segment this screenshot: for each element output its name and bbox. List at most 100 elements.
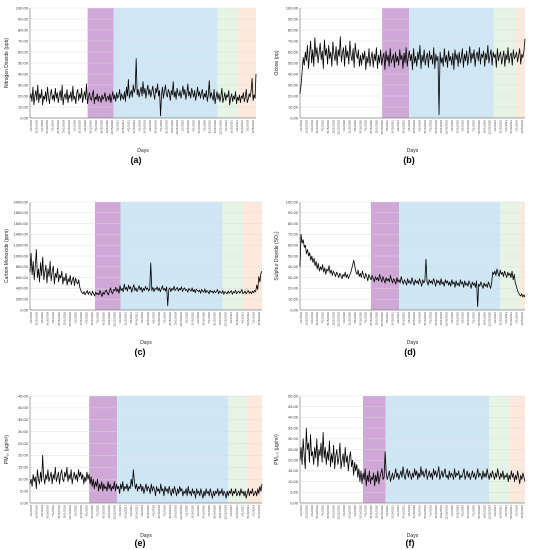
x-tick-label: 1/1/2020: [72, 120, 76, 132]
y-tick-label: 80.00: [288, 27, 299, 32]
x-tick-label: 2/15/2020: [190, 505, 194, 519]
x-tick-label: 2/15/2021: [391, 312, 395, 326]
x-tick-label: 1/1/2019: [140, 312, 144, 324]
x-tick-label: 4/1/2020: [461, 120, 465, 132]
x-tick-label: 1/1/2019: [407, 505, 411, 517]
x-tick-label: 4/1/2019: [40, 505, 44, 517]
x-tick-label: 7/1/2019: [428, 120, 432, 132]
x-tick-label: 4/1/2020: [196, 505, 200, 517]
x-tick-label: 11/15/2020: [110, 120, 114, 135]
x-tick-label: 1/1/2019: [251, 312, 255, 324]
x-tick-label: 5/16/2019: [315, 312, 319, 326]
x-tick-label: 8/15/2019: [326, 120, 330, 134]
y-tick-label: 60.00: [288, 49, 299, 54]
x-tick-label: 2/15/2020: [455, 505, 459, 519]
x-tick-label: 11/15/2019: [337, 120, 341, 135]
x-tick-label: 1/1/2019: [407, 312, 411, 324]
x-tick-label: 5/16/2019: [315, 505, 319, 519]
x-tick-label: 2/15/2019: [304, 120, 308, 134]
x-tick-label: 7/1/2019: [162, 312, 166, 324]
x-tick-label: 5/16/2020: [201, 505, 205, 519]
x-tick-label: 1/1/2021: [385, 120, 389, 132]
x-tick-label: 8/15/2020: [477, 505, 481, 519]
x-tick-label: 7/1/2019: [51, 312, 55, 324]
x-tick-label: 1/1/2020: [181, 120, 185, 132]
y-tick-label: 10.00: [288, 297, 299, 302]
x-tick-label: 1/1/2019: [29, 312, 33, 324]
x-tick-label: 5/16/2019: [46, 312, 50, 326]
x-tick-label: 2/15/2019: [520, 312, 524, 326]
x-tick-label: 5/16/2021: [509, 120, 513, 134]
x-tick-label: 2/15/2021: [498, 120, 502, 134]
y-tick-label: 0.00: [20, 307, 29, 312]
y-tick-label: 30.00: [18, 82, 29, 87]
y-tick-label: 40.00: [288, 415, 299, 420]
x-axis-label: Days: [140, 533, 152, 539]
x-tick-label: 5/16/2020: [466, 120, 470, 134]
x-tick-label: 7/1/2020: [364, 505, 368, 517]
x-tick-label: 11/15/2020: [112, 505, 116, 520]
y-tick-label: 20.00: [288, 93, 299, 98]
x-tick-label: 4/1/2019: [310, 505, 314, 517]
y-tick-label: 1200.00: [14, 243, 29, 248]
x-tick-label: 2/15/2019: [412, 312, 416, 326]
x-tick-label: 10/1/2020: [218, 505, 222, 519]
y-tick-label: 15.00: [288, 468, 299, 473]
y-tick-label: 20.00: [18, 93, 29, 98]
x-tick-label: 7/1/2020: [471, 312, 475, 324]
x-tick-label: 4/1/2019: [418, 312, 422, 324]
x-tick-label: 11/15/2019: [445, 312, 449, 327]
y-tick-label: 100.00: [286, 199, 299, 204]
x-tick-label: 1/1/2020: [450, 312, 454, 324]
x-tick-label: 2/15/2019: [520, 505, 524, 519]
y-tick-label: 70.00: [18, 38, 29, 43]
y-tick-label: 35.00: [18, 417, 29, 422]
x-tick-label: 8/15/2020: [99, 120, 103, 134]
y-axis-label: PM₁₀ (µg/m³): [4, 435, 10, 464]
x-tick-label: 5/16/2021: [132, 120, 136, 134]
x-tick-label: 5/16/2019: [45, 120, 49, 134]
x-tick-label: 8/15/2019: [168, 312, 172, 326]
period-band-4: [246, 396, 262, 503]
x-tick-label: 10/1/2019: [61, 120, 65, 134]
x-tick-label: 1/1/2020: [185, 505, 189, 517]
y-tick-label: 15.00: [18, 465, 29, 470]
x-tick-label: 8/15/2019: [57, 312, 61, 326]
y-tick-label: 70.00: [288, 232, 299, 237]
y-tick-label: 25.00: [18, 441, 29, 446]
y-tick-label: 600.00: [16, 275, 29, 280]
x-tick-label: 8/15/2019: [434, 505, 438, 519]
y-tick-label: 80.00: [18, 27, 29, 32]
x-tick-label: 11/15/2019: [445, 505, 449, 520]
x-tick-label: 10/1/2020: [105, 120, 109, 134]
x-tick-label: 1/1/2019: [515, 312, 519, 324]
period-band-2: [117, 396, 229, 503]
x-tick-label: 5/16/2021: [509, 312, 513, 326]
x-tick-label: 10/1/2020: [482, 312, 486, 326]
x-tick-label: 2/15/2020: [78, 120, 82, 134]
x-tick-label: 7/1/2019: [321, 120, 325, 132]
x-tick-label: 4/1/2021: [129, 505, 133, 517]
x-tick-label: 1/1/2021: [229, 312, 233, 324]
x-tick-label: 4/1/2020: [83, 120, 87, 132]
x-tick-label: 10/1/2019: [439, 505, 443, 519]
panel-label: (c): [135, 347, 146, 357]
y-tick-label: 0.00: [290, 500, 299, 505]
x-tick-label: 2/15/2019: [146, 312, 150, 326]
x-tick-label: 1/1/2021: [493, 505, 497, 517]
x-tick-label: 4/1/2021: [396, 120, 400, 132]
x-tick-label: 5/16/2020: [358, 505, 362, 519]
x-tick-label: 4/1/2019: [310, 312, 314, 324]
x-tick-label: 8/15/2019: [164, 120, 168, 134]
series-line: [29, 249, 263, 307]
x-tick-label: 11/15/2020: [488, 120, 492, 135]
x-tick-label: 10/1/2020: [107, 312, 111, 326]
x-tick-label: 11/15/2019: [67, 120, 71, 135]
x-tick-label: 7/1/2019: [321, 312, 325, 324]
x-tick-label: 2/15/2019: [146, 505, 150, 519]
x-tick-label: 7/1/2020: [207, 505, 211, 517]
x-tick-label: 5/16/2021: [246, 505, 250, 519]
x-tick-label: 7/1/2020: [202, 120, 206, 132]
x-tick-label: 1/1/2021: [118, 312, 122, 324]
